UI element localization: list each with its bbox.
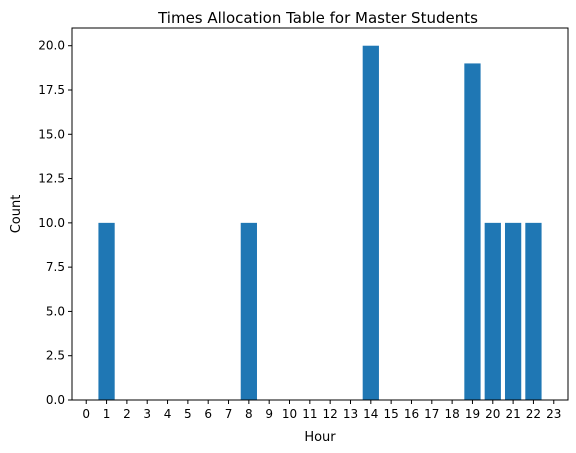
y-tick-label: 10.0 [38, 216, 65, 230]
x-tick-label: 17 [424, 407, 439, 421]
x-tick-label: 1 [103, 407, 111, 421]
bar-hour-14 [362, 45, 379, 400]
bars-group [98, 45, 542, 401]
x-tick-label: 5 [184, 407, 192, 421]
x-tick-label: 8 [245, 407, 253, 421]
bar-hour-21 [504, 222, 522, 400]
bar-hour-1 [98, 222, 115, 400]
x-axis-label: Hour [304, 430, 336, 445]
y-tick-label: 0.0 [46, 393, 65, 407]
ticks-group: 0 1 2 3 4 5 6 7 8 9 10 11 12 13 14 15 16 17 18 19 20 21 22 230.… [38, 39, 561, 421]
x-tick-label: 20 [485, 407, 500, 421]
x-tick-label: 0 [82, 407, 90, 421]
y-tick-label: 12.5 [38, 172, 65, 186]
x-tick-label: 12 [323, 407, 338, 421]
x-tick-label: 21 [505, 407, 520, 421]
x-tick-label: 9 [265, 407, 273, 421]
x-tick-label: 6 [204, 407, 212, 421]
plot-frame [71, 27, 569, 401]
bar-hour-8 [240, 222, 257, 400]
y-tick-label: 2.5 [46, 349, 65, 363]
x-tick-label: 15 [384, 407, 399, 421]
x-tick-label: 3 [143, 407, 151, 421]
y-axis-label: Count [9, 195, 24, 234]
x-tick-label: 18 [444, 407, 459, 421]
y-tick-label: 20.0 [38, 39, 65, 53]
x-tick-label: 11 [302, 407, 317, 421]
x-tick-label: 10 [282, 407, 297, 421]
x-tick-label: 13 [343, 407, 358, 421]
x-tick-label: 2 [123, 407, 131, 421]
x-tick-label: 22 [526, 407, 541, 421]
y-tick-label: 15.0 [38, 127, 65, 141]
x-tick-label: 19 [465, 407, 480, 421]
x-tick-label: 23 [546, 407, 561, 421]
y-tick-label: 5.0 [46, 304, 65, 318]
bar-hour-22 [525, 222, 542, 400]
y-tick-label: 7.5 [46, 260, 65, 274]
x-tick-label: 14 [363, 407, 378, 421]
x-tick-label: 16 [404, 407, 419, 421]
bar-hour-19 [464, 63, 481, 401]
chart-title: Times Allocation Table for Master Studen… [157, 9, 478, 27]
x-tick-label: 4 [164, 407, 172, 421]
bar-hour-20 [484, 222, 501, 400]
x-tick-label: 7 [225, 407, 233, 421]
y-tick-label: 17.5 [38, 83, 65, 97]
